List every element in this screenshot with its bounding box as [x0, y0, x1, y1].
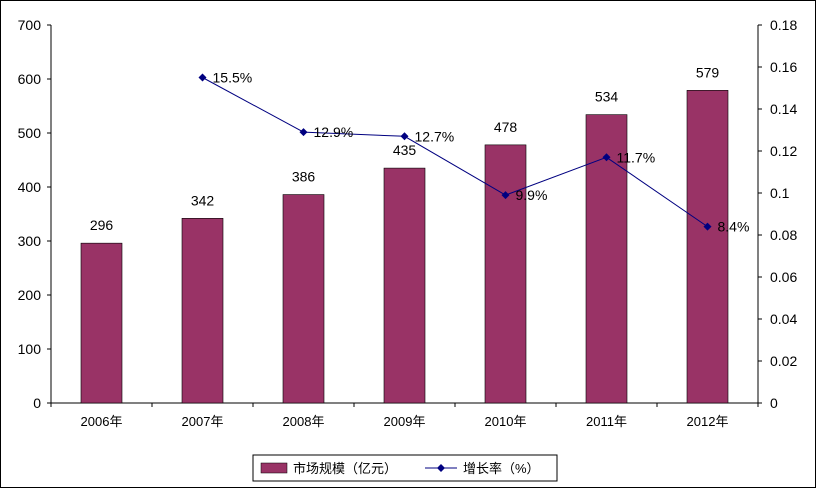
bar-value-label: 386 — [292, 169, 316, 185]
legend-bar-swatch — [260, 462, 288, 474]
bars-layer — [80, 90, 729, 404]
growth-value-label: 15.5% — [213, 70, 253, 86]
y-right-tick-label: 0.16 — [770, 59, 797, 75]
y-right-tick-label: 0 — [770, 395, 778, 411]
y-left-tick-label: 600 — [18, 71, 42, 87]
bar — [282, 194, 325, 404]
y-right-tick-label: 0.18 — [770, 17, 797, 33]
growth-value-label: 11.7% — [617, 149, 656, 165]
growth-marker — [198, 73, 207, 82]
y-left-tick-label: 400 — [18, 179, 42, 195]
y-left-tick-label: 100 — [18, 341, 42, 357]
legend-line-marker — [437, 464, 445, 472]
x-tick-label: 2007年 — [182, 414, 224, 429]
bar-value-label: 579 — [696, 64, 720, 80]
y-right-tick-label: 0.1 — [770, 185, 790, 201]
y-left-tick-label: 300 — [18, 233, 42, 249]
x-tick-label: 2008年 — [283, 414, 325, 429]
x-tick-label: 2012年 — [687, 414, 729, 429]
growth-marker — [602, 153, 611, 162]
y-right-tick-label: 0.12 — [770, 143, 797, 159]
y-left-tick-label: 200 — [18, 287, 42, 303]
y-right-tick-label: 0.02 — [770, 353, 797, 369]
growth-marker — [703, 222, 712, 231]
x-tick-label: 2010年 — [485, 414, 527, 429]
x-tick-label: 2011年 — [586, 414, 627, 429]
bar — [181, 218, 224, 404]
growth-value-label: 8.4% — [718, 219, 750, 235]
bar — [484, 144, 527, 404]
growth-marker — [501, 191, 510, 200]
axes-layer: 0 100 200 300 400 500 600 700 0 0.02 0.04 0.06 0.08 0… — [18, 17, 798, 429]
bar — [686, 90, 729, 404]
bar-value-label: 534 — [595, 89, 619, 105]
x-tick-label: 2006年 — [81, 414, 123, 429]
growth-value-label: 12.7% — [415, 128, 455, 144]
y-left-tick-label: 500 — [18, 125, 42, 141]
growth-marker — [400, 132, 409, 141]
growth-value-label: 9.9% — [516, 187, 548, 203]
y-right-tick-label: 0.08 — [770, 227, 797, 243]
growth-line — [202, 77, 708, 228]
y-right-tick-label: 0.14 — [770, 101, 797, 117]
bar-value-label: 435 — [393, 142, 417, 158]
x-tick-label: 2009年 — [384, 414, 426, 429]
bar-value-label: 296 — [90, 217, 114, 233]
bar-value-label: 478 — [494, 119, 518, 135]
legend-box — [252, 454, 558, 482]
legend: 市场规模（亿元） 增长率（%） — [252, 454, 558, 482]
bar — [383, 167, 426, 404]
growth-marker — [299, 128, 308, 137]
legend-line-label: 增长率（%） — [463, 461, 540, 476]
legend-bar-label: 市场规模（亿元） — [293, 461, 397, 476]
y-left-tick-label: 700 — [18, 17, 42, 33]
data-labels-layer: 296 342 386 435 478 534 579 15.5% 12.9% 12.7% 9.9%… — [90, 64, 750, 234]
y-right-tick-label: 0.06 — [770, 269, 797, 285]
bar — [80, 242, 123, 404]
bar-value-label: 342 — [191, 192, 215, 208]
growth-line-layer — [198, 73, 712, 231]
y-left-tick-label: 0 — [33, 395, 41, 411]
growth-value-label: 12.9% — [314, 124, 354, 140]
y-right-tick-label: 0.04 — [770, 311, 797, 327]
